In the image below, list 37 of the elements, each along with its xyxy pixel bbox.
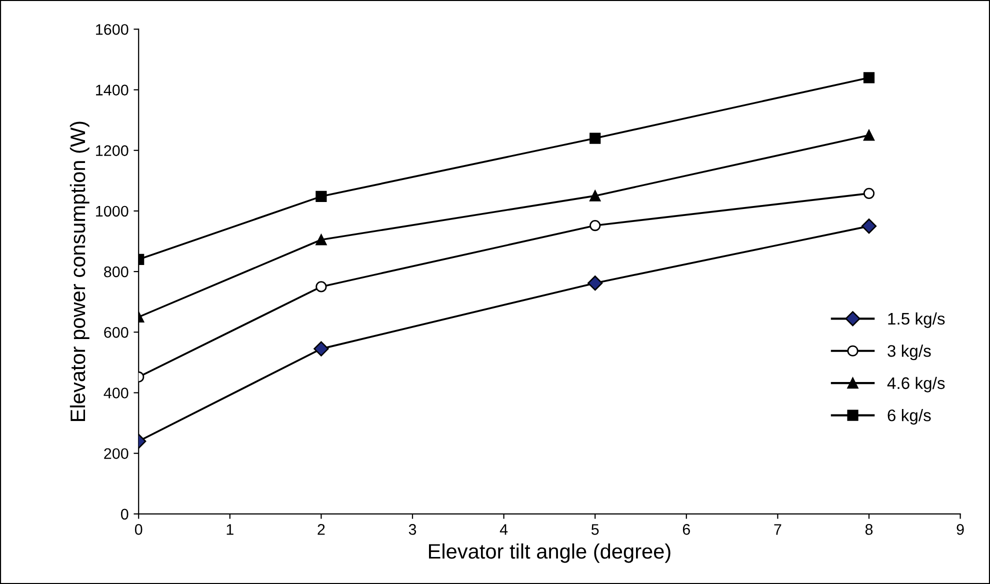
y-tick-label: 800 xyxy=(104,266,128,278)
y-tick-label: 1600 xyxy=(96,24,128,35)
y-axis-title: Elevator power consumption (W) xyxy=(70,122,90,421)
y-tick-label: 1000 xyxy=(96,206,128,217)
point xyxy=(316,281,327,292)
point xyxy=(861,218,877,234)
x-tick-label: 5 xyxy=(591,524,599,535)
legend-label: 6 kg/s xyxy=(888,409,931,425)
point xyxy=(590,190,601,202)
x-tick-label: 9 xyxy=(956,524,964,535)
x-tick-label: 8 xyxy=(865,524,873,535)
y-tick-label: 200 xyxy=(104,448,128,460)
x-tick-label: 3 xyxy=(408,524,416,535)
point xyxy=(316,234,327,246)
x-tick-label: 7 xyxy=(774,524,782,535)
point xyxy=(590,132,601,144)
x-axis-title: Elevator tilt angle (degree) xyxy=(428,543,670,563)
point xyxy=(863,188,875,199)
point xyxy=(316,190,327,202)
point xyxy=(314,341,329,356)
y-tick-label: 600 xyxy=(104,327,128,338)
x-tick-label: 0 xyxy=(134,524,142,535)
y-tick-label: 400 xyxy=(104,388,128,398)
legend-label: 4.6 kg/s xyxy=(887,376,945,392)
point xyxy=(588,276,603,291)
x-tick-label: 6 xyxy=(682,524,690,535)
x-tick-label: 4 xyxy=(500,524,508,535)
x-tick-label: 2 xyxy=(318,524,325,535)
point xyxy=(863,130,875,141)
legend-label: 1.5 kg/s xyxy=(888,312,945,328)
point xyxy=(590,220,601,232)
legend-label: 3 kg/s xyxy=(888,344,931,360)
y-tick-label: 1200 xyxy=(96,145,128,156)
point xyxy=(863,72,875,84)
x-tick-label: 1 xyxy=(226,524,234,535)
y-tick-label: 0 xyxy=(120,508,128,520)
y-tick-label: 1400 xyxy=(96,84,128,96)
